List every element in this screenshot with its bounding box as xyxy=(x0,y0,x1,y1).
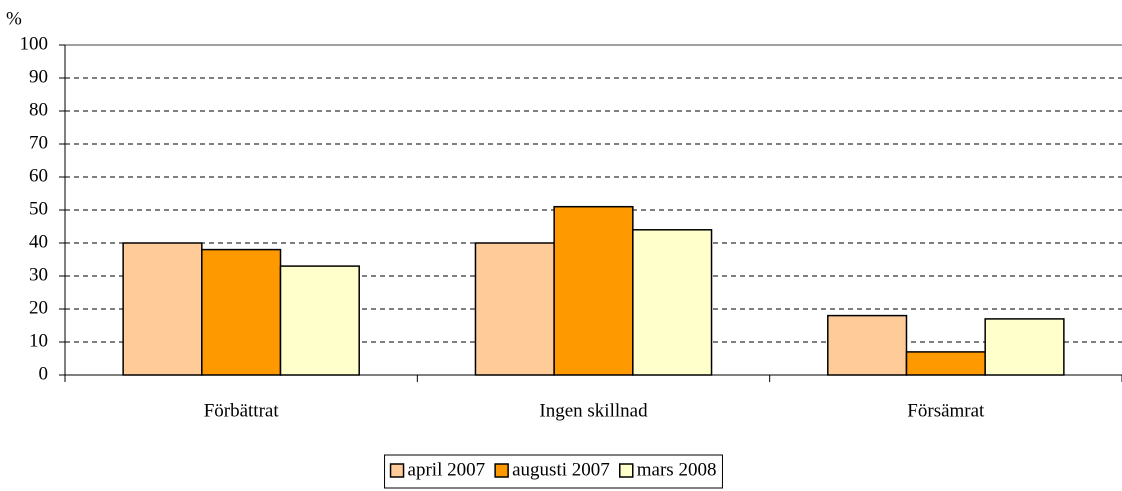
y-tick-label: 10 xyxy=(29,330,48,351)
y-tick-label: 30 xyxy=(29,264,48,285)
legend-label: april 2007 xyxy=(408,459,486,480)
y-tick-label: 0 xyxy=(39,363,49,384)
legend-box xyxy=(384,454,723,489)
x-tick-label: Förbättrat xyxy=(204,400,280,421)
legend-swatch xyxy=(494,463,509,478)
y-axis-label: % xyxy=(6,8,22,29)
bar xyxy=(474,242,555,376)
y-tick-label: 80 xyxy=(29,99,48,120)
y-tick-label: 40 xyxy=(29,231,48,252)
legend-swatch xyxy=(619,463,634,478)
legend-swatch xyxy=(389,463,405,478)
bar xyxy=(632,229,713,376)
legend-label: mars 2008 xyxy=(637,459,717,480)
y-tick-label: 50 xyxy=(29,198,48,219)
bar xyxy=(201,248,282,376)
bar xyxy=(827,314,908,376)
bar xyxy=(122,242,203,376)
legend: april 2007 augusti 2007 mars 2008 xyxy=(384,454,723,489)
bar xyxy=(905,351,986,376)
bar xyxy=(984,318,1065,376)
bar xyxy=(553,205,634,376)
y-tick-label: 20 xyxy=(29,297,48,318)
legend-label: augusti 2007 xyxy=(512,459,610,480)
y-tick-label: 90 xyxy=(29,66,48,87)
x-tick-label: Försämrat xyxy=(907,400,985,421)
y-tick-label: 100 xyxy=(20,33,49,54)
y-tick-label: 60 xyxy=(29,165,48,186)
bar xyxy=(279,265,360,376)
y-tick-label: 70 xyxy=(29,132,48,153)
x-tick-label: Ingen skillnad xyxy=(539,400,648,421)
